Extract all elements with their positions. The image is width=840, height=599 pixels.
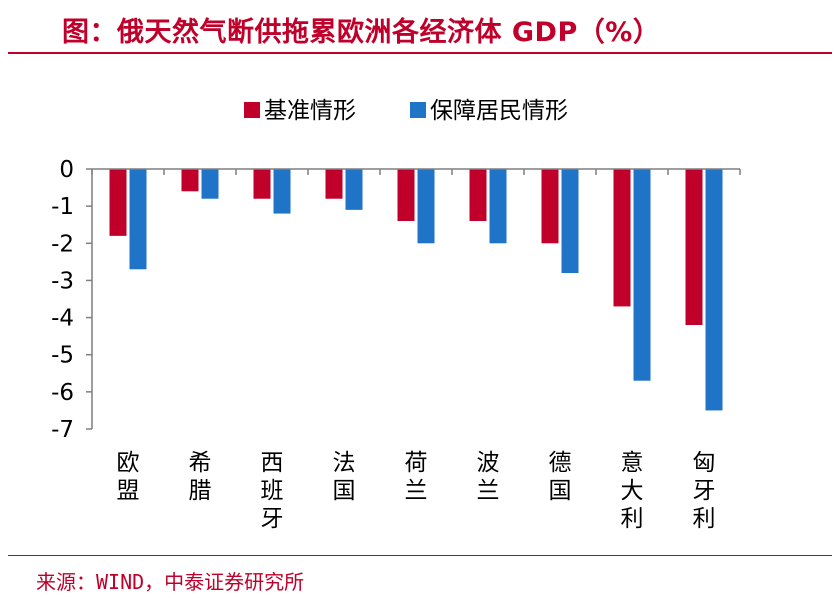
legend-swatch-protect xyxy=(410,102,426,118)
bar-protect xyxy=(489,169,507,244)
bar-base xyxy=(325,169,343,199)
category-label: 希腊 xyxy=(189,450,212,504)
category-label: 匈牙利 xyxy=(693,450,716,532)
bar-base xyxy=(397,169,415,221)
title-bar: 图：俄天然气断供拖累欧洲各经济体 GDP（%） xyxy=(8,0,832,54)
y-tick-label: -2 xyxy=(51,231,74,257)
bar-base xyxy=(685,169,703,325)
bar-protect xyxy=(633,169,651,381)
y-tick-label: -7 xyxy=(51,417,74,443)
bar-protect xyxy=(273,169,291,214)
bar-protect xyxy=(201,169,219,199)
legend-label-base: 基准情形 xyxy=(264,98,356,124)
legend-swatch-base xyxy=(244,102,260,118)
legend-label-protect: 保障居民情形 xyxy=(430,98,568,124)
y-tick-label: 0 xyxy=(59,157,74,183)
y-tick-label: -5 xyxy=(51,343,74,369)
source-divider xyxy=(8,555,832,556)
category-label: 意大利 xyxy=(621,450,644,532)
category-label: 法国 xyxy=(333,450,356,504)
legend: 基准情形 保障居民情形 xyxy=(244,98,568,124)
y-tick-label: -6 xyxy=(51,380,74,406)
bar-base xyxy=(541,169,559,244)
y-tick-label: -1 xyxy=(51,194,74,220)
chart-title: 图：俄天然气断供拖累欧洲各经济体 GDP（%） xyxy=(62,17,661,48)
category-label: 德国 xyxy=(549,450,572,504)
category-label: 欧盟 xyxy=(117,450,140,504)
bar-protect xyxy=(561,169,579,273)
y-tick-label: -3 xyxy=(51,268,74,294)
category-label: 荷兰 xyxy=(405,450,428,504)
bar-protect xyxy=(705,169,723,411)
bar-base xyxy=(181,169,199,192)
bar-base xyxy=(469,169,487,221)
category-label: 西班牙 xyxy=(261,450,284,532)
bar-base xyxy=(253,169,271,199)
source-note: 来源：WIND，中泰证券研究所 xyxy=(36,570,305,594)
bar-base xyxy=(613,169,631,307)
bar-protect xyxy=(417,169,435,244)
bar-protect xyxy=(129,169,147,270)
bar-protect xyxy=(345,169,363,210)
y-tick-label: -4 xyxy=(51,306,74,332)
category-label: 波兰 xyxy=(477,450,500,504)
bar-base xyxy=(109,169,127,236)
